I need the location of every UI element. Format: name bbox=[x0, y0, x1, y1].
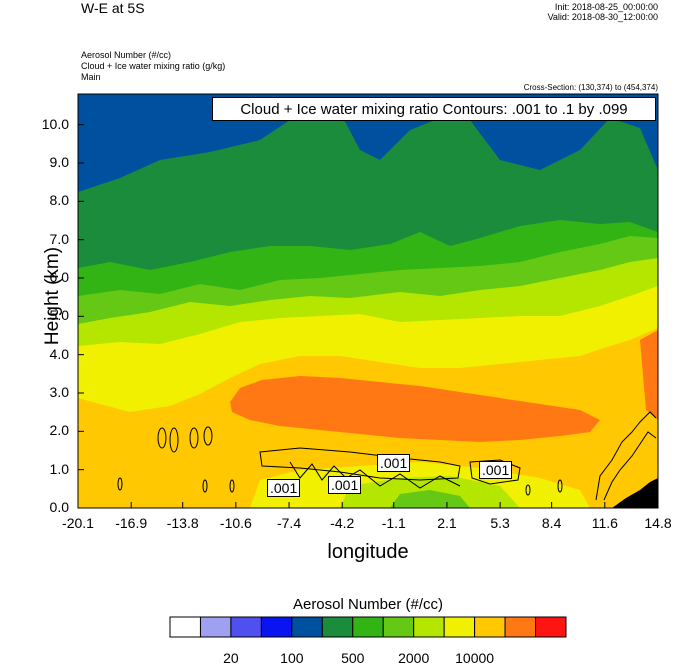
fill-orange bbox=[230, 376, 600, 442]
contour-line bbox=[595, 411, 657, 501]
x-tick-label: -4.2 bbox=[330, 515, 355, 531]
contour-line bbox=[189, 427, 199, 449]
colorbar-swatch bbox=[535, 616, 567, 638]
contour-line bbox=[157, 427, 167, 449]
colorbar-label: 20 bbox=[223, 650, 239, 666]
colorbar-swatch bbox=[169, 616, 201, 638]
colorbar-swatch bbox=[321, 616, 354, 638]
x-tick-label: -10.6 bbox=[219, 515, 252, 531]
init-time: Init: 2018-08-25_00:00:00 bbox=[554, 2, 658, 12]
plot-area bbox=[77, 93, 659, 509]
x-tick-label: 14.8 bbox=[644, 515, 672, 531]
colorbar bbox=[169, 616, 567, 638]
y-tick-label: 0.0 bbox=[49, 499, 69, 515]
field-label-cloud: Cloud + Ice water mixing ratio (g/kg) bbox=[81, 61, 226, 71]
plot-frame bbox=[77, 93, 659, 509]
colorbar-swatch bbox=[199, 616, 232, 638]
contour-label: .001 bbox=[267, 479, 301, 497]
colorbar-swatch bbox=[382, 616, 415, 638]
contour-line bbox=[525, 484, 531, 496]
chart-title: Cloud + Ice water mixing ratio Contours:… bbox=[212, 97, 656, 121]
x-tick-label: 5.3 bbox=[490, 515, 510, 531]
colorbar-swatch bbox=[291, 616, 323, 638]
colorbar-swatch bbox=[352, 616, 384, 638]
colorbar-swatch bbox=[474, 616, 506, 638]
contour-line bbox=[557, 479, 563, 493]
y-tick-label: 5.0 bbox=[49, 307, 69, 324]
y-tick-label: 8.0 bbox=[49, 192, 69, 209]
contour-line bbox=[259, 447, 461, 481]
x-tick-label: -20.1 bbox=[62, 515, 94, 531]
contour-line bbox=[229, 479, 235, 493]
contour-label: .001 bbox=[328, 476, 362, 494]
y-tick-label: 9.0 bbox=[49, 154, 69, 170]
contour-line bbox=[117, 477, 123, 491]
x-tick-label: -1.1 bbox=[381, 515, 406, 531]
colorbar-label: 500 bbox=[341, 650, 365, 666]
colorbar-title: Aerosol Number (#/cc) bbox=[292, 596, 444, 613]
axis-ticks bbox=[77, 124, 659, 509]
y-axis-label: Height (km) bbox=[42, 246, 63, 346]
y-tick-label: 7.0 bbox=[49, 230, 69, 247]
plot-title: W-E at 5S bbox=[81, 0, 145, 16]
colorbar-label: 100 bbox=[280, 650, 304, 666]
y-tick-label: 4.0 bbox=[49, 345, 69, 362]
colorbar-swatch bbox=[443, 616, 476, 638]
y-tick-label: 1.0 bbox=[49, 460, 69, 477]
contour-line bbox=[169, 427, 179, 453]
field-label-main: Main bbox=[81, 72, 101, 82]
contour-line bbox=[203, 426, 213, 446]
contour-line bbox=[202, 479, 208, 493]
x-axis-label: longitude bbox=[327, 541, 409, 563]
terrain bbox=[612, 478, 658, 508]
contour-line bbox=[289, 461, 461, 489]
colorbar-swatch bbox=[413, 616, 445, 638]
cross-section-label: Cross-Section: (130,374) to (454,374) bbox=[523, 83, 658, 92]
x-tick-label: -13.8 bbox=[166, 515, 199, 531]
colorbar-swatch bbox=[260, 616, 293, 638]
x-tick-label: 11.6 bbox=[591, 515, 618, 531]
colorbar-label: 2000 bbox=[398, 650, 430, 666]
y-tick-label: 6.0 bbox=[49, 269, 69, 285]
y-tick-label: 2.0 bbox=[49, 422, 69, 439]
contour-line bbox=[469, 459, 521, 485]
contour-label: .001 bbox=[479, 461, 513, 479]
field-label-aerosol: Aerosol Number (#/cc) bbox=[81, 50, 172, 60]
cloud-contours bbox=[117, 411, 657, 501]
valid-time: Valid: 2018-08-30_12:00:00 bbox=[547, 12, 658, 22]
colorbar-swatch bbox=[230, 616, 262, 638]
contour-label: .001 bbox=[377, 454, 411, 472]
colorbar-label: 10000 bbox=[455, 650, 495, 666]
fill-right-edge bbox=[640, 330, 658, 420]
y-tick-label: 3.0 bbox=[49, 384, 69, 400]
contour-line bbox=[603, 431, 657, 501]
y-tick-label: 10.0 bbox=[41, 115, 69, 132]
x-tick-label: -16.9 bbox=[115, 515, 148, 531]
x-tick-label: 8.4 bbox=[541, 515, 562, 531]
colorbar-swatch bbox=[504, 616, 537, 638]
fill-surface-green-core bbox=[390, 490, 470, 508]
x-tick-label: -7.4 bbox=[276, 515, 302, 531]
x-tick-label: 2.1 bbox=[437, 515, 457, 531]
